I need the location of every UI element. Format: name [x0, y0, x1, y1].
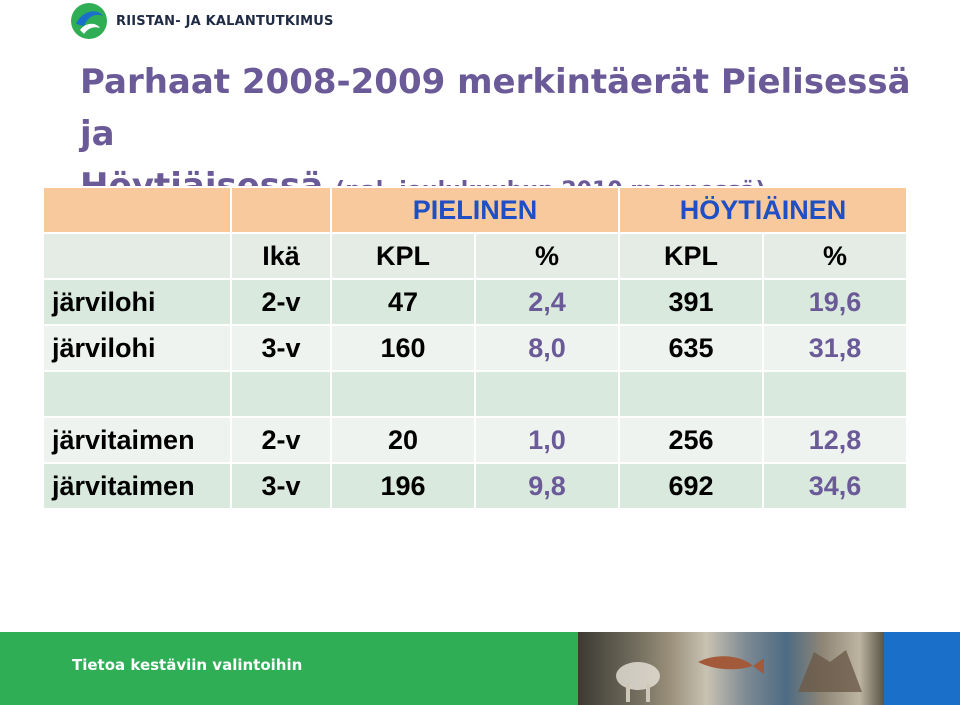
count-cell: 47: [330, 278, 476, 326]
group-pielinen: PIELINEN: [330, 186, 620, 234]
count-cell: 20: [330, 416, 476, 464]
data-table: PIELINEN HÖYTIÄINEN Ikä KPL % KPL % järv…: [42, 186, 909, 510]
column-header: KPL: [618, 232, 764, 280]
table-row: järvitaimen 2-v 20 1,0 256 12,8: [42, 416, 909, 464]
percent-cell: 12,8: [761, 416, 909, 464]
age-cell: 3-v: [230, 462, 332, 510]
percent-cell: 9,8: [474, 462, 620, 510]
species-cell: järvitaimen: [42, 416, 232, 464]
group-header-empty-2: [230, 186, 332, 234]
footer-blue-band: [884, 632, 960, 705]
column-header: Ikä: [230, 232, 332, 280]
species-cell: [42, 370, 232, 418]
percent-cell: [474, 370, 620, 418]
species-cell: järvitaimen: [42, 462, 232, 510]
column-header-row: Ikä KPL % KPL %: [42, 232, 909, 280]
count-cell: [618, 370, 764, 418]
percent-cell: 2,4: [474, 278, 620, 326]
count-cell: 391: [618, 278, 764, 326]
rktl-logo: RIISTAN- JA KALANTUTKIMUS: [70, 2, 334, 40]
percent-cell: 1,0: [474, 416, 620, 464]
table-row: järvitaimen 3-v 196 9,8 692 34,6: [42, 462, 909, 510]
percent-cell: 8,0: [474, 324, 620, 372]
age-cell: [230, 370, 332, 418]
table-row: järvilohi 2-v 47 2,4 391 19,6: [42, 278, 909, 326]
group-header-empty-1: [42, 186, 232, 234]
wildlife-photo-icon: [616, 650, 862, 702]
footer-tagline: Tietoa kestäviin valintoihin: [72, 656, 303, 674]
count-cell: 160: [330, 324, 476, 372]
age-cell: 2-v: [230, 416, 332, 464]
percent-cell: 34,6: [761, 462, 909, 510]
count-cell: 635: [618, 324, 764, 372]
age-cell: 2-v: [230, 278, 332, 326]
column-header: [42, 232, 232, 280]
fish-bird-logo-icon: [71, 3, 107, 39]
wildlife-photo-strip: [578, 632, 884, 705]
table-row-empty: [42, 370, 909, 418]
species-cell: järvilohi: [42, 278, 232, 326]
count-cell: [330, 370, 476, 418]
percent-cell: 31,8: [761, 324, 909, 372]
footer-green-band: Tietoa kestäviin valintoihin: [0, 632, 578, 705]
percent-cell: [761, 370, 909, 418]
table-row: järvilohi 3-v 160 8,0 635 31,8: [42, 324, 909, 372]
group-hoytiainen: HÖYTIÄINEN: [617, 186, 909, 234]
count-cell: 196: [330, 462, 476, 510]
footer-bar: Tietoa kestäviin valintoihin: [0, 632, 960, 705]
count-cell: 692: [618, 462, 764, 510]
percent-cell: 19,6: [761, 278, 909, 326]
title-line-1: Parhaat 2008-2009 merkintäerät Pielisess…: [80, 62, 911, 154]
age-cell: 3-v: [230, 324, 332, 372]
count-cell: 256: [618, 416, 764, 464]
logo-text: RIISTAN- JA KALANTUTKIMUS: [116, 13, 334, 29]
column-header: KPL: [330, 232, 476, 280]
column-header: %: [761, 232, 909, 280]
group-header-row: PIELINEN HÖYTIÄINEN: [42, 186, 909, 234]
species-cell: järvilohi: [42, 324, 232, 372]
column-header: %: [474, 232, 620, 280]
